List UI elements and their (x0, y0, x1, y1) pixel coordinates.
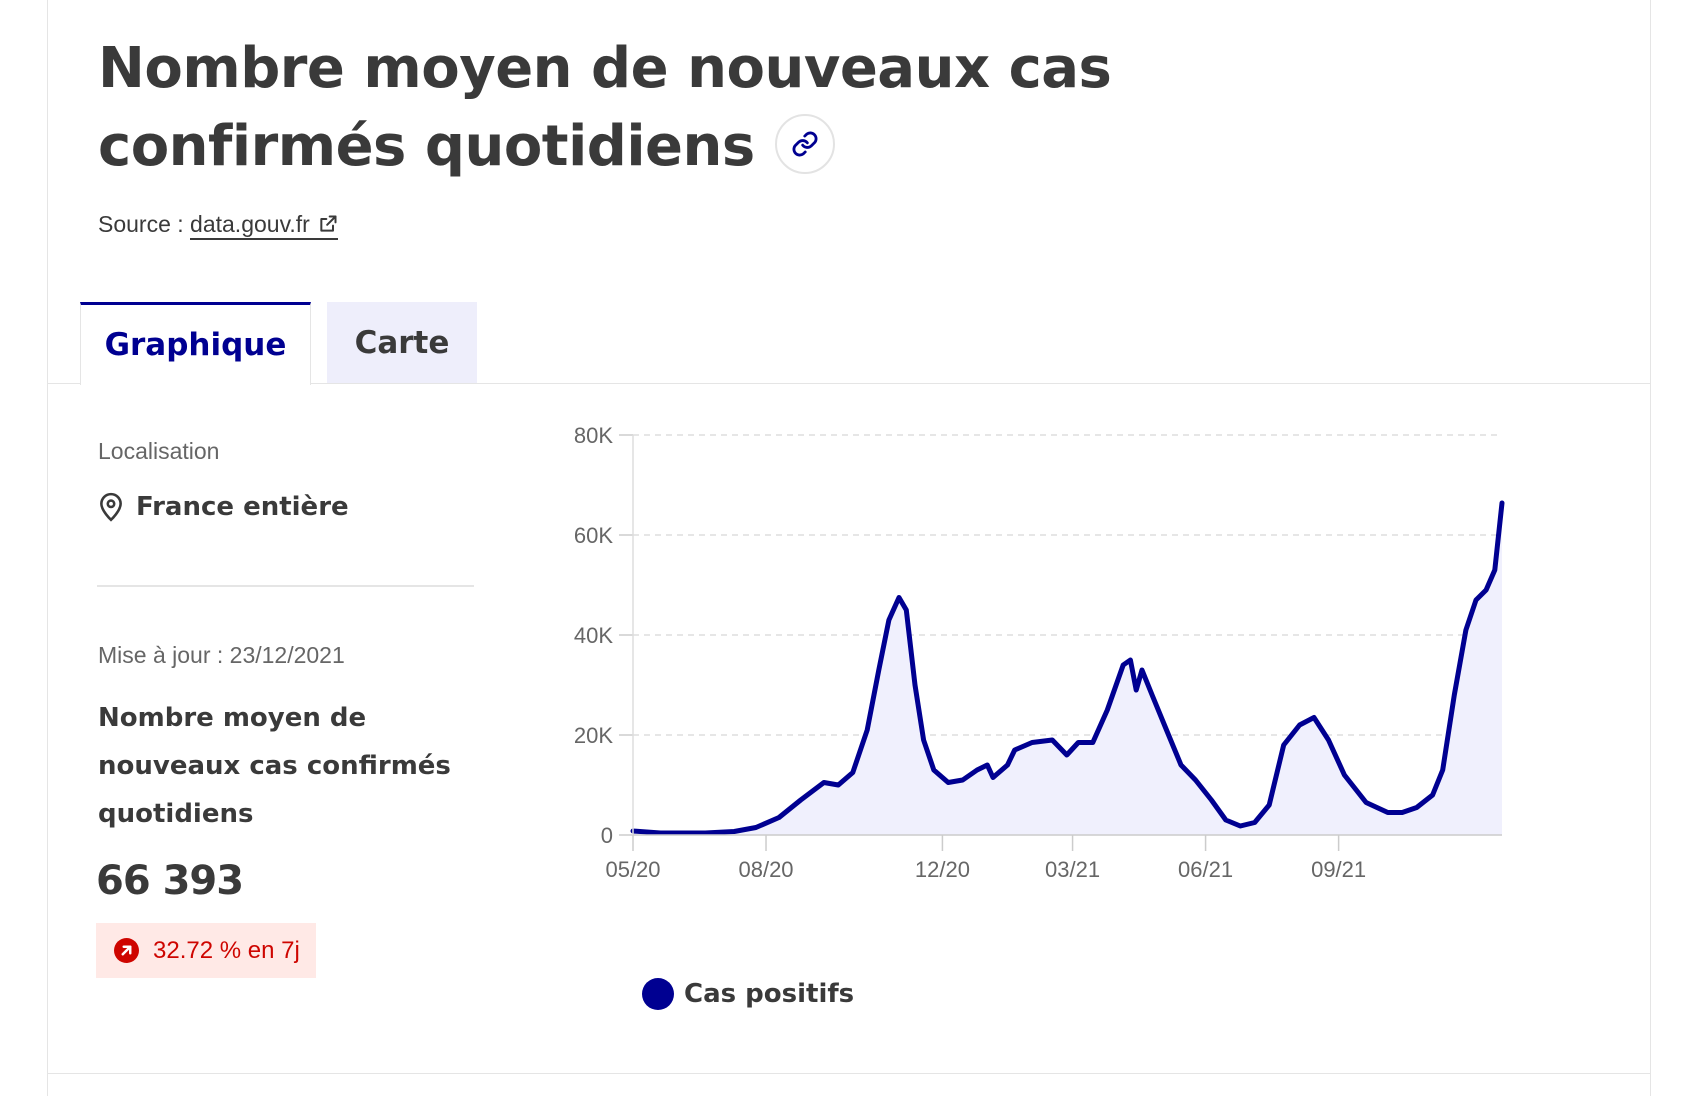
card-border-left (47, 0, 48, 1096)
sidebar-divider (97, 585, 474, 587)
y-tick-label: 60K (574, 523, 613, 548)
update-date: Mise à jour : 23/12/2021 (98, 642, 345, 668)
y-tick-label: 80K (574, 423, 613, 448)
trend-badge: 32.72 % en 7j (96, 923, 316, 978)
link-icon (791, 130, 819, 158)
copy-link-button[interactable] (774, 113, 835, 174)
source-label: Source : (98, 211, 191, 237)
x-tick-label: 12/20 (915, 857, 970, 882)
location-value: France entière (136, 492, 349, 522)
x-tick-label: 05/20 (605, 857, 660, 882)
chart-area-layer (633, 503, 1502, 835)
series-area-cas-positifs (633, 503, 1502, 835)
legend-label: Cas positifs (684, 979, 855, 1009)
trend-badge-text: 32.72 % en 7j (153, 936, 300, 964)
y-tick-label: 0 (601, 823, 613, 848)
tabs-divider (47, 383, 1651, 384)
chart-grid (633, 434, 1502, 736)
source-link-text: data.gouv.fr (190, 211, 310, 237)
x-tick-label: 06/21 (1178, 857, 1233, 882)
chart-line-layer (630, 500, 1505, 836)
external-link-icon (318, 213, 338, 240)
metric-title: Nombre moyen de nouveaux cas confirmés q… (98, 703, 451, 829)
map-pin-icon (98, 492, 124, 522)
arrow-up-right-icon (114, 938, 139, 963)
x-tick-label: 09/21 (1311, 857, 1366, 882)
chart: 0 20K 40K 60K 80K 05/20 08/20 12/20 03/21 06/21 09… (574, 423, 1505, 882)
chart-legend: Cas positifs (642, 978, 854, 1010)
card-border-right (1650, 0, 1651, 1096)
chart-axes: 0 20K 40K 60K 80K 05/20 08/20 12/20 03/21 06/21 09… (574, 423, 1502, 882)
tab-carte[interactable]: Carte (327, 302, 477, 384)
x-tick-label: 08/20 (738, 857, 793, 882)
source-link[interactable]: data.gouv.fr (190, 211, 338, 240)
legend-swatch (642, 978, 674, 1010)
series-line-cas-positifs (630, 500, 1505, 836)
metric-value: 66 393 (96, 858, 244, 904)
y-tick-label: 20K (574, 723, 613, 748)
source-line: Source : data.gouv.fr (98, 211, 338, 240)
x-tick-label: 03/21 (1045, 857, 1100, 882)
page-title: Nombre moyen de nouveaux cas confirmés q… (98, 30, 1348, 186)
tab-graphique[interactable]: Graphique (80, 302, 311, 385)
tab-list: Graphique Carte (80, 302, 477, 385)
location-label: Localisation (98, 438, 220, 464)
page-title-text: Nombre moyen de nouveaux cas confirmés q… (98, 36, 1112, 179)
y-tick-label: 40K (574, 623, 613, 648)
card-divider-bottom (47, 1073, 1651, 1074)
location-selector[interactable]: France entière (98, 492, 349, 522)
